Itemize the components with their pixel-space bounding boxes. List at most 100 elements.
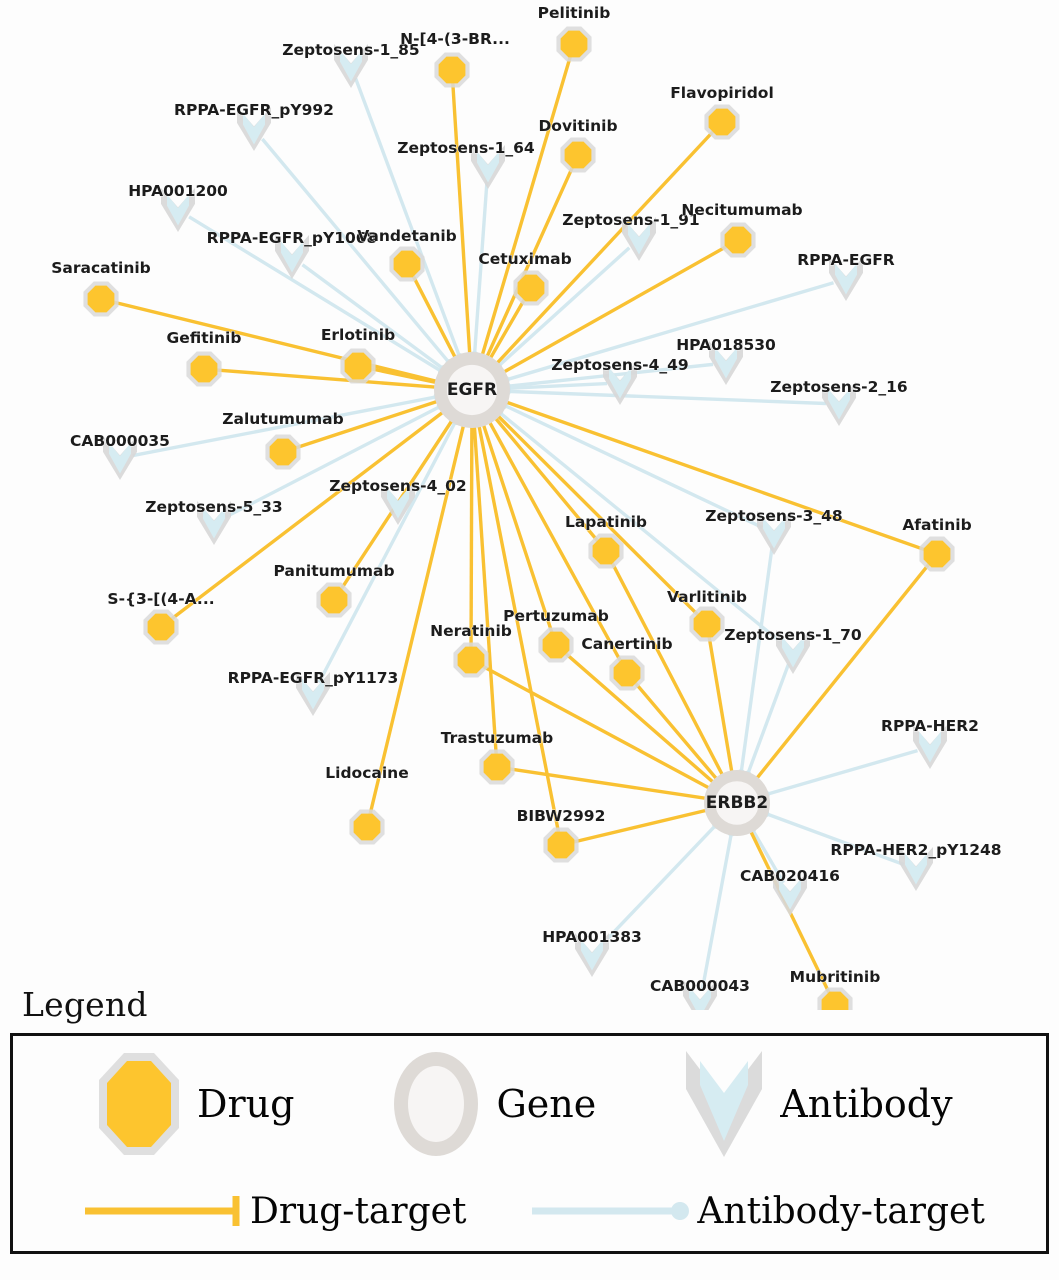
legend-item-gene: Gene bbox=[386, 1045, 596, 1163]
antibody-node[interactable] bbox=[275, 235, 309, 279]
drug-node-label: Pertuzumab bbox=[503, 607, 609, 625]
antibody-node[interactable] bbox=[161, 188, 195, 232]
drug-node[interactable] bbox=[316, 582, 352, 618]
gene-ring-icon bbox=[394, 1051, 479, 1156]
antibody-node[interactable] bbox=[622, 217, 656, 261]
antibody-node[interactable] bbox=[103, 436, 137, 480]
antibody-node[interactable] bbox=[899, 847, 933, 891]
antibody-node[interactable] bbox=[575, 933, 609, 977]
drug-node-label: Afatinib bbox=[902, 516, 971, 534]
legend-item-antibody-target: Antibody-target bbox=[528, 1190, 985, 1232]
gene-node-label: ERBB2 bbox=[706, 793, 768, 813]
drug-node-label: S-{3-[(4-A... bbox=[107, 590, 214, 608]
antibody-node-label: CAB000043 bbox=[650, 977, 750, 995]
antibody-node-label: Zeptosens-1_91 bbox=[562, 211, 699, 229]
legend: Legend Drug Gene bbox=[0, 985, 1059, 1254]
antibody-node-label: Zeptosens-1_70 bbox=[724, 626, 862, 644]
drug-node-label: Canertinib bbox=[581, 635, 672, 653]
antibody-node[interactable] bbox=[913, 725, 947, 769]
drug-node-label: Vandetanib bbox=[357, 227, 457, 245]
drug-node-label: Necitumumab bbox=[681, 201, 802, 219]
antibody-node[interactable] bbox=[683, 980, 717, 1010]
drug-node-label: Neratinib bbox=[430, 622, 512, 640]
antibody-node[interactable] bbox=[829, 257, 863, 301]
gene-node[interactable] bbox=[704, 770, 770, 836]
antibody-node[interactable] bbox=[237, 107, 271, 151]
legend-item-drug: Drug bbox=[91, 1045, 294, 1163]
drug-node[interactable] bbox=[588, 533, 624, 569]
legend-shapes-row: Drug Gene Antibody bbox=[13, 1036, 1046, 1171]
drug-node-label: N-[4-(3-BR... bbox=[400, 30, 510, 48]
drug-node[interactable] bbox=[265, 434, 301, 470]
drug-node-label: Varlitinib bbox=[667, 588, 747, 606]
drug-node[interactable] bbox=[453, 642, 489, 678]
drug-node[interactable] bbox=[513, 270, 549, 306]
antibody-node-label: CAB000035 bbox=[70, 432, 170, 450]
drug-node[interactable] bbox=[560, 137, 596, 173]
antibody-node-label: Zeptosens-3_48 bbox=[705, 507, 842, 525]
antibody-node[interactable] bbox=[296, 672, 330, 716]
drug-gene-antibody-network[interactable]: Zeptosens-1_85 RPPA-EGFR_pY992 Zeptosens-1… bbox=[0, 0, 1059, 1010]
antibody-node[interactable] bbox=[471, 145, 505, 189]
drug-node[interactable] bbox=[434, 52, 470, 88]
legend-title: Legend bbox=[22, 985, 148, 1024]
antibody-node-label: Zeptosens-4_02 bbox=[329, 477, 466, 495]
antibody-node-label: HPA001383 bbox=[542, 928, 642, 946]
drug-node[interactable] bbox=[556, 26, 592, 62]
drug-node[interactable] bbox=[340, 348, 376, 384]
legend-item-antibody: Antibody bbox=[678, 1045, 953, 1163]
legend-label-antibody-target: Antibody-target bbox=[697, 1190, 985, 1232]
node-layer[interactable] bbox=[83, 26, 955, 1010]
drug-node[interactable] bbox=[704, 104, 740, 140]
drug-node[interactable] bbox=[538, 627, 574, 663]
drug-node[interactable] bbox=[389, 246, 425, 282]
legend-label-gene: Gene bbox=[496, 1081, 597, 1126]
legend-label-drug-target: Drug-target bbox=[250, 1190, 467, 1232]
drug-node[interactable] bbox=[919, 536, 955, 572]
drug-node[interactable] bbox=[720, 222, 756, 258]
antibody-node[interactable] bbox=[334, 44, 368, 88]
antibody-node[interactable] bbox=[822, 382, 856, 426]
drug-node[interactable] bbox=[186, 351, 222, 387]
drug-node[interactable] bbox=[143, 609, 179, 645]
antibody-node-label: HPA018530 bbox=[676, 336, 776, 354]
drug-node-label: Lidocaine bbox=[325, 764, 408, 782]
gene-node[interactable] bbox=[434, 352, 510, 428]
drug-node-label: Lapatinib bbox=[565, 513, 647, 531]
antibody-node-label: RPPA-HER2 bbox=[881, 717, 979, 735]
antibody-node-label: HPA001200 bbox=[128, 182, 228, 200]
antibody-node[interactable] bbox=[776, 630, 810, 674]
drug-node[interactable] bbox=[609, 655, 645, 691]
antibody-chevron-icon bbox=[686, 1050, 763, 1157]
legend-box: Drug Gene Antibody bbox=[10, 1033, 1049, 1254]
drug-node[interactable] bbox=[817, 987, 853, 1010]
legend-label-drug: Drug bbox=[197, 1081, 295, 1126]
antibody-node-label: RPPA-EGFR_pY1173 bbox=[228, 669, 399, 687]
antibody-node[interactable] bbox=[603, 361, 637, 405]
antibody-node[interactable] bbox=[709, 341, 743, 385]
drug-node[interactable] bbox=[349, 809, 385, 845]
legend-label-antibody: Antibody bbox=[780, 1081, 953, 1126]
drug-node-label: Cetuximab bbox=[478, 250, 571, 268]
drug-node-label: Pelitinib bbox=[538, 4, 611, 22]
drug-node-label: Zalutumumab bbox=[222, 410, 343, 428]
antibody-node-label: Zeptosens-1_64 bbox=[397, 139, 535, 157]
drug-node[interactable] bbox=[83, 281, 119, 317]
edge-layer bbox=[113, 55, 931, 995]
legend-item-drug-target: Drug-target bbox=[81, 1191, 466, 1232]
antibody-node-label: RPPA-EGFR_pY992 bbox=[174, 101, 334, 119]
drug-node[interactable] bbox=[479, 749, 515, 785]
drug-node-label: Trastuzumab bbox=[441, 729, 553, 747]
antibody-node[interactable] bbox=[773, 872, 807, 916]
antibody-node[interactable] bbox=[757, 511, 791, 555]
antibody-node[interactable] bbox=[197, 501, 231, 545]
drug-node[interactable] bbox=[543, 827, 579, 863]
antibody-node-label: RPPA-EGFR bbox=[797, 251, 895, 269]
drug-node[interactable] bbox=[689, 606, 725, 642]
gene-node-label: EGFR bbox=[447, 380, 497, 400]
antibody-node-label: Zeptosens-4_49 bbox=[551, 356, 688, 374]
antibody-target-edge-icon bbox=[532, 1202, 690, 1220]
antibody-node[interactable] bbox=[381, 481, 415, 525]
legend-edges-row: Drug-target Antibody-target bbox=[13, 1171, 1046, 1251]
